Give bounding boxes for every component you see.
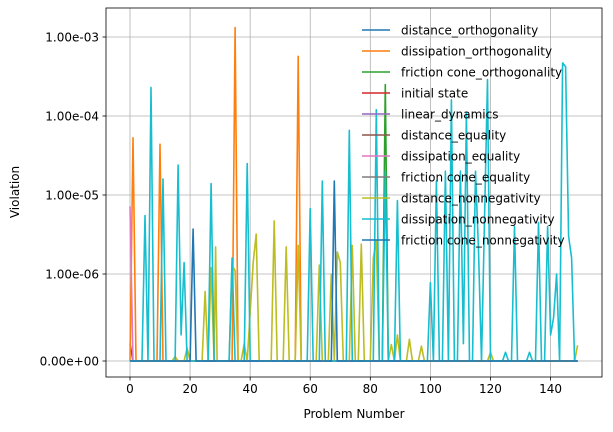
y-tick-label: 1.00e-05 [45,189,99,203]
legend: distance_orthogonality dissipation_orthog… [362,24,565,248]
legend-label: friction cone_nonnegativity [401,234,565,248]
y-axis-ticks: 0.00e+00 1.00e-06 1.00e-05 1.00e-04 1.00e-03 [40,31,106,369]
x-tick-label: 100 [419,382,442,396]
legend-label: distance_nonnegativity [401,192,541,206]
x-axis-label: Problem Number [303,407,404,421]
x-axis-ticks: 0 20 40 60 80 100 120 140 [126,377,562,396]
series-line-10 [130,180,578,362]
legend-label: friction cone_orthogonality [401,66,562,80]
legend-label: initial state [401,87,468,101]
x-tick-label: 20 [182,382,197,396]
legend-label: dissipation_orthogonality [401,45,552,59]
plot-frame [105,7,603,378]
legend-label: dissipation_nonnegativity [401,213,555,227]
legend-label: linear_dynamics [401,108,499,122]
legend-label: dissipation_equality [401,150,520,164]
x-tick-label: 120 [479,382,502,396]
y-tick-label: 1.00e-03 [45,31,99,45]
series-lines [129,26,579,362]
x-tick-label: 80 [363,382,378,396]
x-tick-label: 60 [303,382,318,396]
x-tick-label: 40 [243,382,258,396]
legend-label: distance_equality [401,129,506,143]
y-axis-label: Violation [8,166,22,218]
x-tick-label: 0 [126,382,134,396]
y-tick-label: 1.00e-04 [45,110,99,124]
y-tick-label: 0.00e+00 [40,355,99,369]
legend-label: friction cone_equality [401,171,530,185]
legend-label: distance_orthogonality [401,24,538,38]
y-tick-label: 1.00e-06 [45,268,99,282]
x-tick-label: 140 [539,382,562,396]
